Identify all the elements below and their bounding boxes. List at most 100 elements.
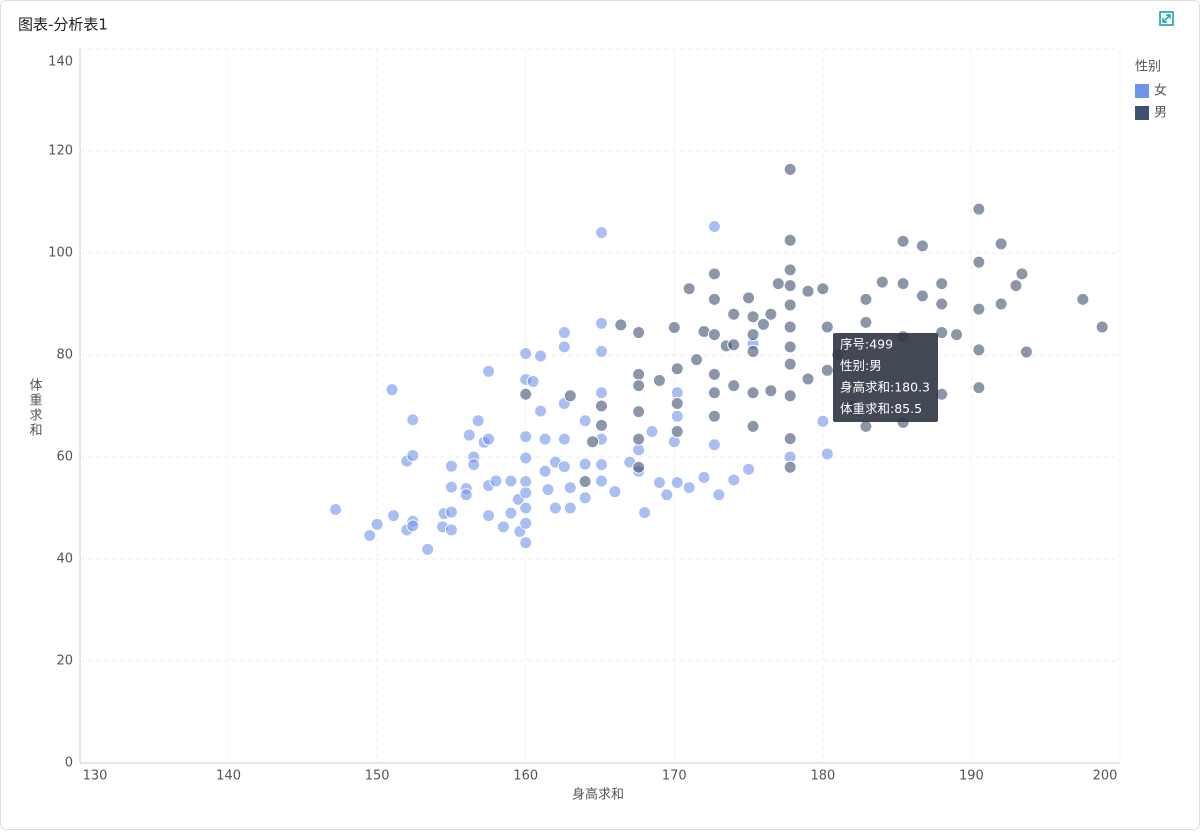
point (563, 481, 577, 495)
point (801, 372, 815, 386)
point (541, 483, 555, 497)
point (697, 470, 711, 484)
point (994, 237, 1008, 251)
x-tick-label: 180 (810, 769, 835, 784)
point (632, 460, 646, 474)
point (670, 362, 684, 376)
legend-swatch (1135, 106, 1149, 120)
x-axis-label: 身高求和 (572, 787, 624, 803)
point (746, 386, 760, 400)
point (742, 462, 756, 476)
y-tick-label: 80 (56, 348, 73, 363)
point (534, 349, 548, 363)
tooltip-line: 体重求和:85.5 (840, 401, 922, 416)
tooltip (833, 333, 938, 422)
point (563, 389, 577, 403)
y-axis-label-char: 和 (29, 423, 42, 438)
point (519, 451, 533, 465)
legend-swatch (1135, 84, 1149, 98)
point (746, 328, 760, 342)
y-tick-label: 120 (48, 144, 73, 159)
point (764, 307, 778, 321)
point (707, 386, 721, 400)
point (594, 316, 608, 330)
point (660, 488, 674, 502)
point (632, 326, 646, 340)
point (690, 353, 704, 367)
point (771, 277, 785, 291)
point (614, 318, 628, 332)
y-axis-label: 体重求和 (29, 378, 42, 438)
point (820, 447, 834, 461)
point (594, 344, 608, 358)
point (670, 425, 684, 438)
point (783, 233, 797, 247)
point (783, 162, 797, 176)
point (519, 536, 533, 550)
point (594, 386, 608, 400)
point (682, 481, 696, 495)
point (519, 516, 533, 530)
point (526, 375, 540, 389)
point (519, 346, 533, 360)
point (594, 458, 608, 472)
point (707, 328, 721, 342)
point (727, 473, 741, 487)
y-tick-label: 20 (56, 654, 73, 669)
y-tick-label: 100 (48, 246, 73, 261)
point (489, 474, 503, 488)
point (329, 503, 343, 517)
point (972, 343, 986, 357)
point (707, 438, 721, 452)
point (670, 409, 684, 423)
point (783, 389, 797, 403)
point (1015, 267, 1029, 281)
point (935, 277, 949, 291)
point (707, 292, 721, 306)
point (370, 517, 384, 531)
point (519, 501, 533, 515)
point (563, 501, 577, 515)
point (727, 307, 741, 321)
point (519, 430, 533, 444)
point (586, 435, 600, 449)
point (859, 419, 873, 433)
point (935, 297, 949, 311)
point (386, 509, 400, 523)
point (578, 414, 592, 428)
point (548, 501, 562, 515)
point (1009, 279, 1023, 293)
point (707, 409, 721, 423)
point (746, 419, 760, 433)
point (632, 443, 646, 457)
point (406, 448, 420, 462)
point (1095, 320, 1109, 334)
point (519, 387, 533, 401)
expand-icon[interactable] (1159, 11, 1174, 26)
point (538, 464, 552, 478)
point (632, 379, 646, 393)
point (756, 317, 770, 331)
point (707, 267, 721, 281)
y-axis-label-char: 求 (29, 408, 42, 423)
point (1076, 292, 1090, 306)
point (712, 488, 726, 502)
point (972, 202, 986, 216)
point (578, 491, 592, 505)
point (406, 519, 420, 533)
point (632, 367, 646, 381)
point (363, 529, 377, 543)
point (935, 326, 949, 340)
x-tick-label: 160 (513, 769, 538, 784)
x-tick-label: 130 (83, 769, 108, 784)
point (670, 396, 684, 410)
point (459, 488, 473, 502)
tooltip-line: 身高求和:180.3 (840, 380, 930, 395)
point (444, 523, 458, 537)
y-axis-label-char: 重 (29, 392, 42, 408)
point (915, 239, 929, 253)
point (783, 320, 797, 334)
point (816, 414, 830, 428)
